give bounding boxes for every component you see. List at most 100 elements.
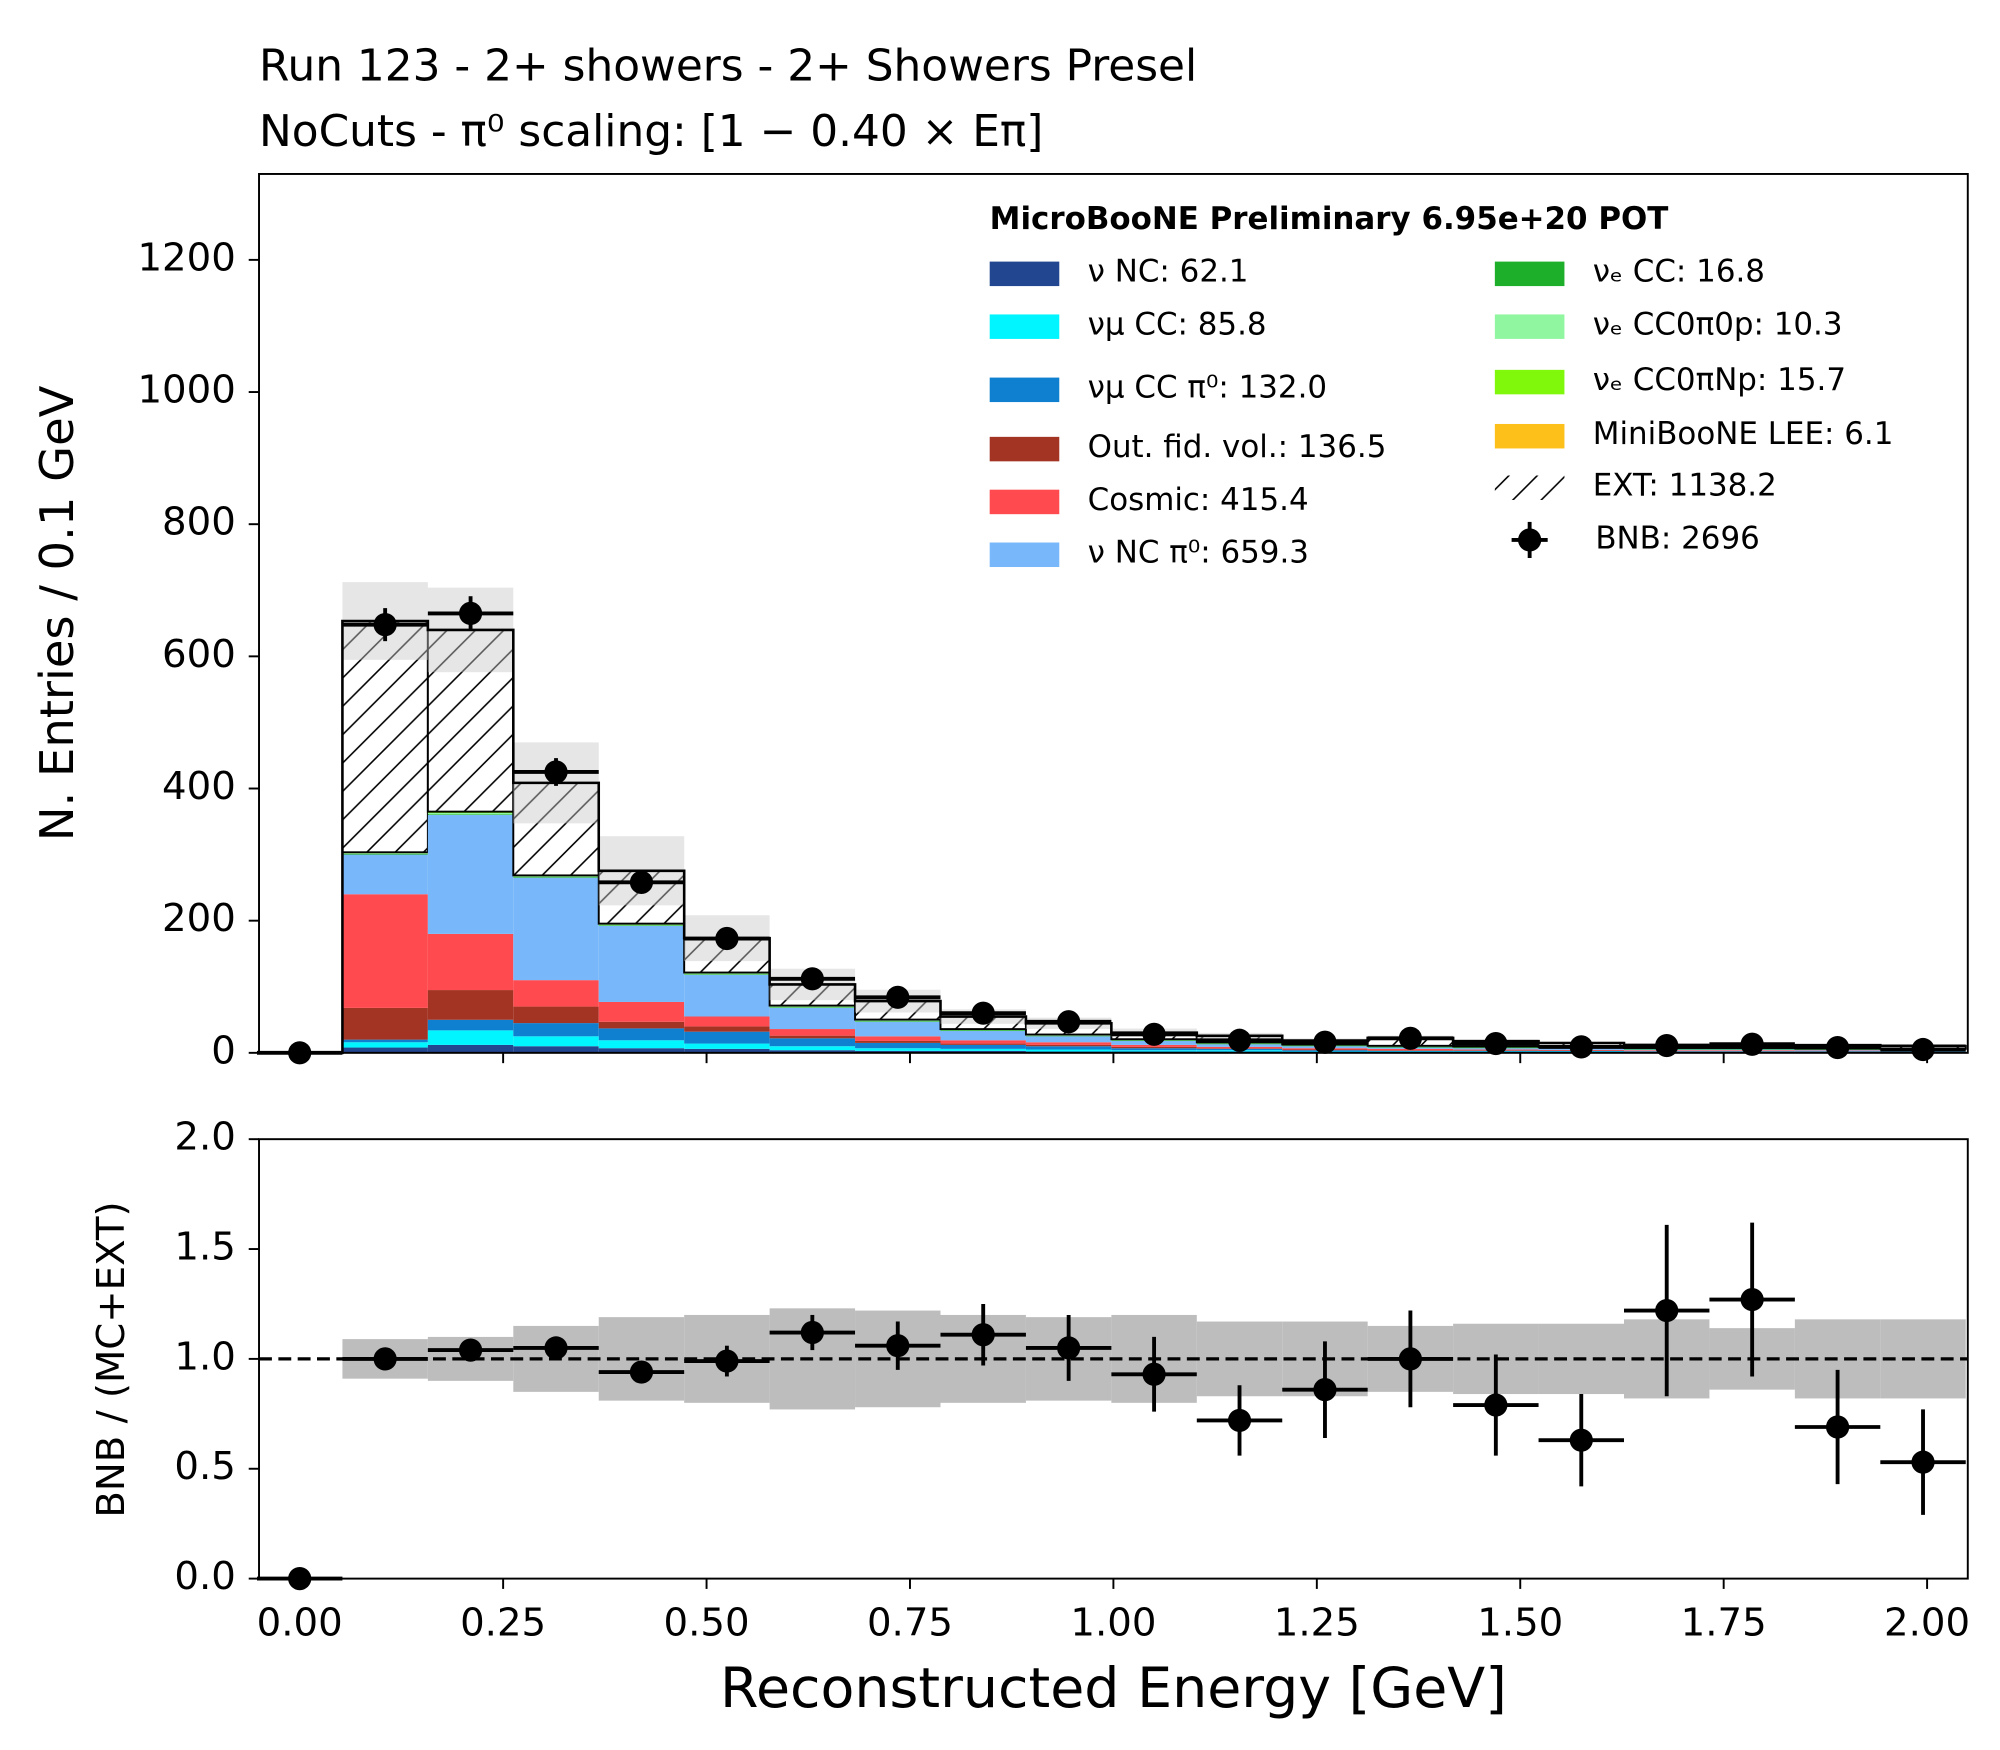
chart-subtitle: NoCuts - π⁰ scaling: [1 − 0.40 × Eπ] — [259, 106, 1043, 157]
bar-segment — [342, 1042, 428, 1048]
data-point — [971, 1001, 995, 1025]
bar-segment — [1025, 1036, 1112, 1043]
data-point — [1142, 1022, 1166, 1046]
bar-segment — [940, 1031, 1026, 1041]
bar-segment — [855, 1048, 941, 1051]
legend-swatch — [989, 261, 1060, 287]
bar-segment — [1111, 1048, 1197, 1051]
data-point — [800, 967, 824, 991]
data-point — [715, 926, 739, 951]
bar-segment — [940, 1044, 1026, 1049]
data-point — [1911, 1037, 1935, 1062]
legend-swatch — [989, 542, 1060, 568]
legend-label: νμ CC π⁰: 132.0 — [1088, 370, 1327, 406]
y-axis-label: BNB / (MC+EXT) — [89, 1201, 134, 1517]
data-point — [373, 1347, 397, 1371]
legend-label: Cosmic: 415.4 — [1088, 482, 1309, 518]
bar-segment — [855, 1021, 941, 1037]
legend-swatch — [1494, 423, 1565, 449]
data-point — [1569, 1428, 1593, 1452]
legend-label: ν NC: 62.1 — [1088, 254, 1249, 290]
y-tick-label: 2.0 — [174, 1115, 235, 1160]
bar-segment — [769, 1006, 856, 1008]
bar-segment — [342, 1007, 428, 1040]
bar-segment — [855, 1050, 941, 1053]
legend-label: MiniBooNE LEE: 6.1 — [1593, 416, 1894, 452]
y-tick-label: 0.0 — [174, 1554, 235, 1599]
x-tick-label: 0.25 — [460, 1600, 546, 1645]
data-point — [1484, 1393, 1508, 1417]
x-axis-label: Reconstructed Energy [GeV] — [720, 1657, 1507, 1721]
bar-segment — [598, 924, 685, 926]
bar-segment — [427, 814, 514, 815]
y-tick-label: 1.0 — [174, 1334, 235, 1379]
x-tick-label: 0.00 — [257, 1600, 343, 1645]
y-axis-label: N. Entries / 0.1 GeV — [30, 385, 84, 841]
x-tick-label: 0.50 — [664, 1600, 750, 1645]
data-point — [1398, 1026, 1422, 1050]
bar-segment — [598, 925, 685, 1002]
data-point — [458, 601, 483, 625]
x-tick-label: 1.00 — [1070, 1600, 1156, 1645]
bar-segment — [427, 990, 514, 1020]
x-tick-label: 2.00 — [1884, 1600, 1970, 1645]
bar-segment — [940, 1030, 1026, 1032]
bar-segment — [855, 1042, 941, 1049]
bar-segment — [769, 1050, 856, 1053]
data-point — [1398, 1347, 1422, 1371]
bar-segment — [940, 1050, 1026, 1053]
bar-segment — [598, 925, 685, 926]
data-point — [886, 985, 910, 1009]
bar-segment — [1025, 1046, 1112, 1050]
bar-segment — [855, 1020, 941, 1022]
bar-segment — [598, 1040, 685, 1049]
bar-segment — [684, 973, 770, 975]
legend-swatch — [1494, 369, 1565, 395]
data-point — [1484, 1031, 1508, 1056]
data-point — [544, 760, 568, 784]
data-point — [629, 1360, 654, 1384]
legend-swatch — [1494, 314, 1565, 339]
bar-segment — [427, 812, 514, 815]
bar-segment — [684, 1048, 770, 1053]
legend-label: νₑ CC0πNp: 15.7 — [1593, 362, 1846, 398]
bar-segment — [769, 1007, 856, 1030]
bar-segment — [684, 1026, 770, 1032]
bar-segment — [342, 854, 428, 895]
data-point — [715, 1349, 739, 1373]
legend-label: νₑ CC: 16.8 — [1593, 254, 1765, 290]
legend-label: Out. fid. vol.: 136.5 — [1088, 429, 1387, 465]
bar-segment — [684, 1031, 770, 1044]
bar-segment — [769, 1046, 856, 1051]
y-tick-label: 0.5 — [174, 1444, 235, 1489]
bar-segment — [940, 1040, 1026, 1044]
bar-segment — [342, 894, 428, 1008]
bar-segment — [598, 1021, 685, 1029]
legend-label: νₑ CC0π0p: 10.3 — [1593, 307, 1843, 343]
data-point — [1313, 1030, 1337, 1054]
bar-segment — [342, 853, 428, 854]
x-tick-label: 1.75 — [1681, 1600, 1767, 1645]
bar-segment — [427, 1019, 514, 1031]
y-tick-label: 1.5 — [174, 1225, 235, 1270]
data-point — [544, 1336, 568, 1360]
data-point — [1142, 1362, 1166, 1386]
data-point — [1825, 1035, 1850, 1060]
data-point — [1825, 1415, 1850, 1439]
bar-segment — [769, 1029, 856, 1036]
legend-swatch — [1494, 261, 1565, 287]
bar-segment — [513, 1006, 599, 1024]
bar-segment — [1111, 1046, 1197, 1049]
legend-swatch — [1494, 475, 1565, 500]
bar-segment — [684, 1016, 770, 1027]
data-point — [800, 1320, 824, 1345]
legend-swatch — [989, 377, 1060, 403]
bar-segment — [1367, 1050, 1454, 1051]
data-point — [1740, 1287, 1764, 1312]
data-point — [1227, 1028, 1252, 1052]
bar-segment — [426, 628, 515, 813]
bar-segment — [427, 1030, 514, 1045]
bar-segment — [684, 974, 770, 1017]
bar-segment — [1111, 1050, 1197, 1052]
